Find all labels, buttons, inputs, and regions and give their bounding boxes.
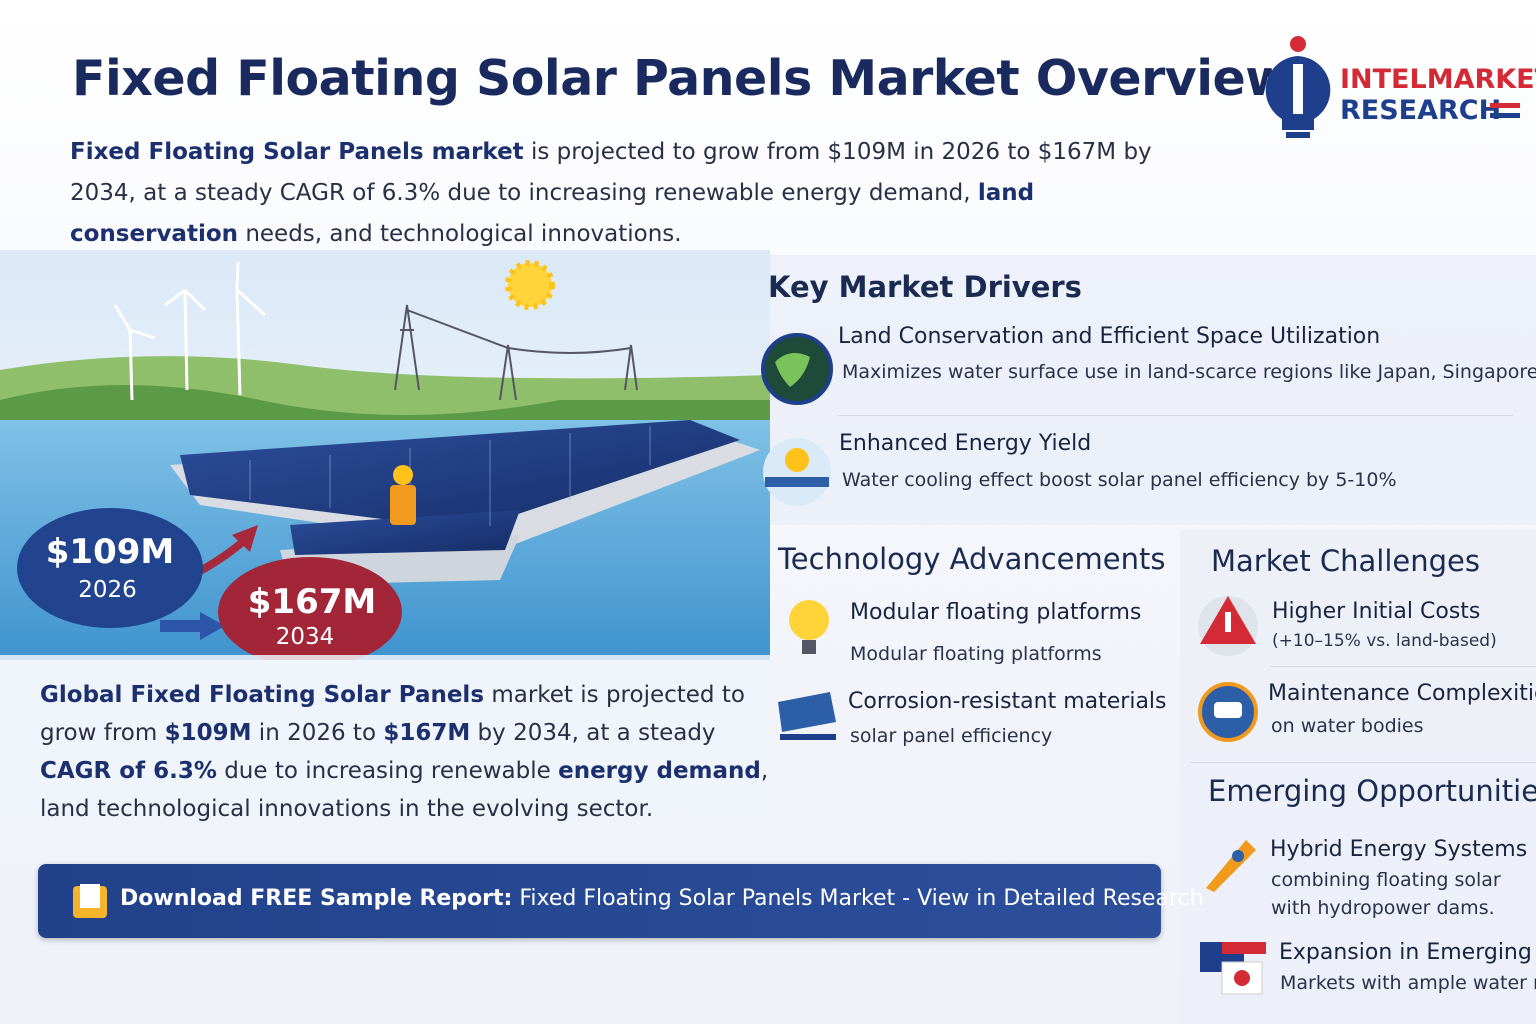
start-value: $109M	[45, 532, 175, 572]
emphasis: CAGR of 6.3%	[40, 758, 217, 784]
blue-arrowhead	[200, 612, 225, 640]
solar-array	[170, 420, 760, 585]
report-icon	[73, 884, 107, 918]
emphasis: $167M	[383, 720, 471, 746]
text-run: in 2026 to	[251, 720, 384, 746]
driver-icons	[761, 333, 833, 506]
item-title: Corrosion-resistant materials	[848, 689, 1167, 714]
item-description: combining floating solar with hydropower…	[1271, 869, 1501, 919]
divider	[1190, 762, 1536, 763]
download-button[interactable]	[38, 864, 1161, 938]
logo-line2: RESEARCH	[1340, 95, 1502, 126]
logo-mark	[1265, 36, 1331, 138]
emphasis: land conservation	[70, 180, 1035, 247]
end-bubble	[218, 557, 402, 660]
item-description: on water bodies	[1271, 715, 1424, 737]
emphasis: $109M	[164, 720, 252, 746]
logo-line1: INTELMARKET	[1340, 64, 1536, 95]
item-description: (+10–15% vs. land-based)	[1272, 631, 1497, 651]
blue-arrow	[160, 620, 205, 632]
text-run: by 2034, at a steady	[470, 720, 716, 746]
emphasis: energy demand	[558, 758, 761, 784]
end-year: 2034	[275, 624, 335, 650]
item-title: Enhanced Energy Yield	[839, 431, 1092, 456]
page-title: Fixed Floating Solar Panels Market Overv…	[72, 50, 1291, 107]
start-year: 2026	[78, 577, 137, 603]
technology-icons	[778, 600, 836, 740]
section-title: Market Challenges	[1211, 544, 1481, 578]
item-title: Land Conservation and Efficient Space Ut…	[838, 324, 1381, 349]
text-run: due to increasing renewable	[216, 758, 559, 784]
summary-panel	[0, 655, 770, 845]
text-run: , land technological innovations in the …	[40, 758, 769, 822]
item-title: Hybrid Energy Systems	[1270, 837, 1528, 862]
item-description: Water cooling effect boost solar panel e…	[842, 469, 1397, 491]
text-run: is projected to grow from $109M in 2026 …	[70, 139, 1152, 206]
opportunity-icons	[1200, 840, 1266, 995]
logo-bar	[1490, 113, 1520, 118]
intro: Fixed Floating Solar Panels market is pr…	[70, 132, 1210, 255]
illustration	[0, 250, 770, 660]
summary: Global Fixed Floating Solar Panels marke…	[40, 676, 770, 828]
emphasis: Fixed Floating Solar Panels market	[70, 139, 524, 165]
text-run: market is projected to grow from	[40, 682, 745, 746]
end-value: $167M	[247, 582, 377, 622]
item-description: Modular floating platforms	[850, 643, 1102, 665]
item-description: Markets with ample water resc	[1280, 972, 1536, 994]
item-description: solar panel efficiency	[850, 725, 1053, 747]
text-run: needs, and technological innovations.	[238, 221, 682, 247]
logo-bar	[1490, 103, 1520, 108]
sun	[505, 260, 555, 310]
pylons	[394, 304, 638, 401]
item-title: Expansion in Emerging	[1279, 940, 1532, 965]
cta-label: Download FREE Sample Report:	[120, 886, 513, 911]
cta-link: Fixed Floating Solar Panels Market - Vie…	[519, 886, 1204, 911]
item-title: Modular floating platforms	[850, 600, 1142, 625]
turbines	[113, 261, 266, 401]
growth-arrowhead	[232, 525, 258, 552]
start-bubble	[17, 508, 203, 628]
item-title: Maintenance Complexities	[1268, 681, 1536, 706]
cta-text: Download FREE Sample Report: Fixed Float…	[120, 886, 1204, 911]
emphasis: Global Fixed Floating Solar Panels	[40, 682, 485, 708]
item-description: Maximizes water surface use in land-scar…	[842, 361, 1536, 383]
item-title: Higher Initial Costs	[1272, 599, 1481, 624]
section-title: Key Market Drivers	[768, 270, 1082, 304]
divider	[1270, 666, 1536, 667]
section-title: Technology Advancements	[778, 542, 1166, 576]
section-title: Emerging Opportunities	[1208, 774, 1536, 808]
divider	[838, 415, 1513, 416]
challenge-icons	[1198, 596, 1258, 742]
drivers-panel	[760, 255, 1536, 525]
